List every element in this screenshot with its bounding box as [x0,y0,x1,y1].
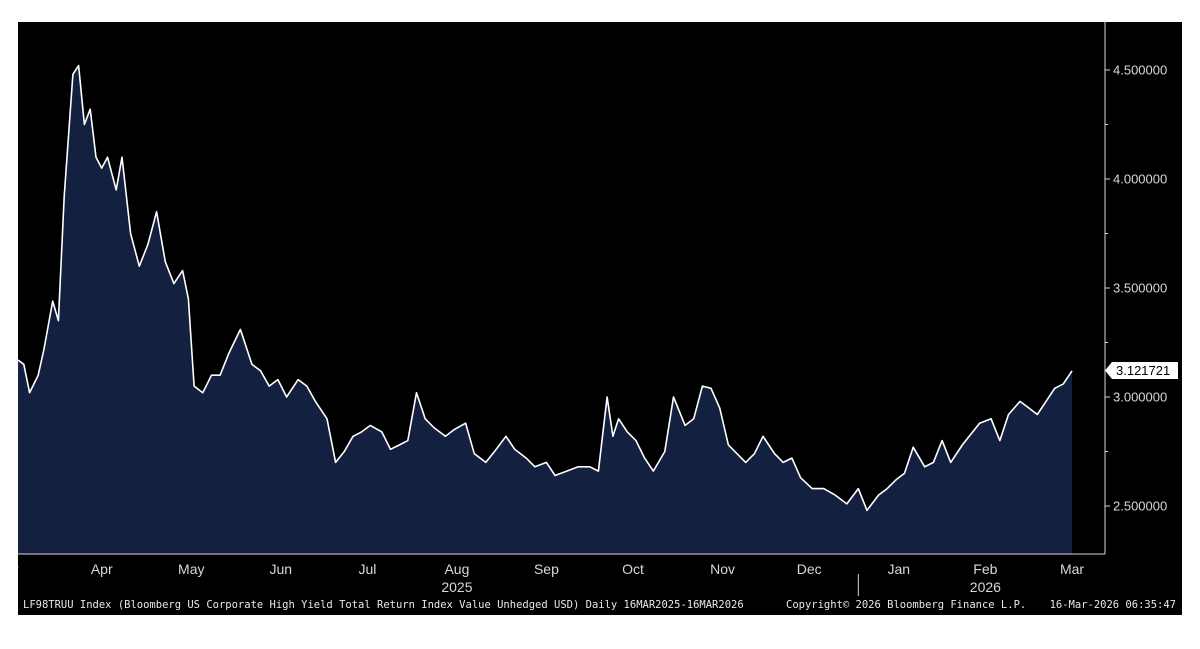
footer-copyright: Copyright© 2026 Bloomberg Finance L.P. [786,599,1027,611]
x-month-label: Sep [534,561,559,577]
x-month-label: Feb [973,561,997,577]
x-month-label: Mar [1060,561,1084,577]
chart-footer: LF98TRUU Index (Bloomberg US Corporate H… [18,596,1182,615]
chart-frame: Mar Apr May Jun Jul Aug Sep Oct Nov Dec Jan Feb Mar 2… [18,22,1182,615]
x-month-label: Aug [444,561,469,577]
chart-svg: Mar Apr May Jun Jul Aug Sep Oct Nov Dec Jan Feb Mar 2… [18,22,1178,596]
series-line [18,64,1073,512]
x-month-label: May [178,561,204,577]
x-month-label: Oct [622,561,644,577]
x-month-label: Jan [887,561,910,577]
footer-timestamp: 16-Mar-2026 06:35:47 [1049,599,1176,611]
x-month-label: Mar [18,561,19,577]
x-year-label: 2026 [970,579,1001,595]
x-month-label: Apr [91,561,113,577]
y-tick-label: 3.000000 [1113,390,1167,405]
last-value-label: 3.121721 [1116,363,1170,378]
footer-description: LF98TRUU Index (Bloomberg US Corporate H… [23,599,744,611]
x-year-label: 2025 [441,579,472,595]
y-tick-label: 2.500000 [1113,499,1167,514]
x-month-label: Jul [358,561,376,577]
y-tick-label: 3.500000 [1113,281,1167,296]
y-tick-label: 4.000000 [1113,171,1167,186]
y-tick-label: 4.500000 [1113,62,1167,77]
x-month-label: Dec [797,561,822,577]
x-month-label: Nov [710,561,735,577]
x-month-label: Jun [269,561,292,577]
last-value-box [1105,361,1178,379]
series-area [18,65,1072,554]
